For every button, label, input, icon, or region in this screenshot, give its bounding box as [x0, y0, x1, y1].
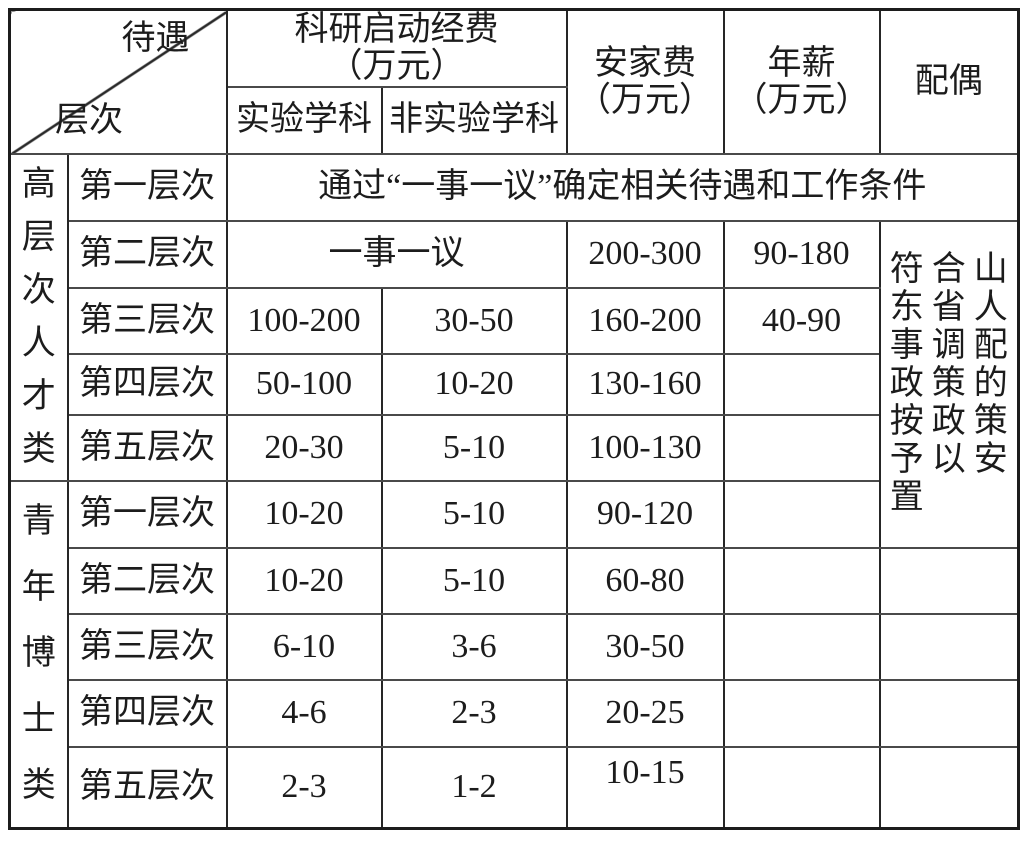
- level-cell: 第一层次: [66, 152, 228, 222]
- corner-level-label: 层次: [55, 101, 123, 139]
- group-cell-high-level-talent: 高层次人才类: [8, 152, 69, 482]
- settling-allowance-cell: 90-120: [565, 479, 725, 549]
- full-span-note-cell: 通过“一事一议”确定相关待遇和工作条件: [225, 152, 1020, 222]
- settling-allowance-cell: 200-300: [565, 219, 725, 289]
- spouse-policy-note-cell: 符合山东省人事调配政策的按政策予以安置: [878, 219, 1020, 549]
- level-cell: 第五层次: [66, 413, 228, 482]
- annual-salary-header-line2: （万元）: [733, 81, 870, 119]
- level-cell: 第四层次: [66, 678, 228, 748]
- research-fund-merged-cell: 一事一议: [225, 219, 568, 289]
- benefits-table: 待遇 层次 科研启动经费 （万元） 安家费 （万元） 年薪 （万元） 配偶 实验…: [8, 8, 1020, 830]
- group-cell-young-phd: 青年博士类: [8, 479, 69, 830]
- settling-allowance-cell: 10-15: [565, 745, 725, 830]
- non-experimental-cell: 5-10: [380, 546, 568, 615]
- spouse-cell: [878, 745, 1020, 830]
- annual-salary-cell: [722, 612, 881, 681]
- settling-allowance-cell: 160-200: [565, 286, 725, 355]
- settling-allowance-header-line1: 安家费: [594, 44, 696, 82]
- annual-salary-cell: [722, 678, 881, 748]
- experimental-cell: 20-30: [225, 413, 383, 482]
- table-row: 第五层次 20-30 5-10 100-130: [10, 413, 1019, 482]
- annual-salary-cell: [722, 352, 881, 416]
- table-row: 第二层次 一事一议 200-300 90-180 符合山东省人事调配政策的按政策…: [10, 219, 1020, 549]
- header-row-2: 实验学科 非实验学科: [10, 85, 1019, 155]
- annual-salary-cell: [722, 413, 881, 482]
- group-label-high-level-talent: 高层次人才类: [21, 166, 56, 468]
- settling-allowance-cell: 20-25: [565, 678, 725, 748]
- annual-salary-cell: 40-90: [722, 286, 881, 355]
- level-cell: 第三层次: [66, 612, 228, 681]
- level-cell: 第一层次: [66, 479, 228, 549]
- research-fund-header-line1: 科研启动经费: [294, 11, 499, 49]
- experimental-cell: 6-10: [225, 612, 383, 681]
- annual-salary-header-cell: 年薪 （万元）: [722, 8, 881, 155]
- spouse-policy-note: 符合山东省人事调配政策的按政策予以安置: [889, 251, 1008, 516]
- header-row-1: 待遇 层次 科研启动经费 （万元） 安家费 （万元） 年薪 （万元） 配偶: [8, 8, 1020, 155]
- annual-salary-cell: [722, 479, 881, 549]
- non-experimental-cell: 5-10: [380, 413, 568, 482]
- level-cell: 第四层次: [66, 352, 228, 416]
- non-experimental-cell: 2-3: [380, 678, 568, 748]
- spouse-header-cell: 配偶: [878, 8, 1020, 155]
- level-cell: 第五层次: [66, 745, 228, 830]
- non-experimental-cell: 3-6: [380, 612, 568, 681]
- annual-salary-cell: [722, 745, 881, 830]
- experimental-cell: 10-20: [225, 546, 383, 615]
- non-experimental-header-cell: 非实验学科: [380, 85, 568, 155]
- research-fund-header-line2: （万元）: [328, 48, 465, 86]
- table-row: 第二层次 10-20 5-10 60-80: [10, 546, 1020, 615]
- table-row: 第五层次 2-3 1-2 10-15: [10, 745, 1020, 830]
- table-row: 第三层次 100-200 30-50 160-200 40-90: [10, 286, 1019, 355]
- settling-allowance-header-cell: 安家费 （万元）: [565, 8, 725, 155]
- annual-salary-header-line1: 年薪: [767, 44, 836, 82]
- non-experimental-cell: 5-10: [380, 479, 568, 549]
- settling-allowance-header-line2: （万元）: [577, 81, 713, 119]
- settling-allowance-cell: 60-80: [565, 546, 725, 615]
- table-row: 第三层次 6-10 3-6 30-50: [10, 612, 1020, 681]
- spouse-cell: [878, 546, 1020, 615]
- research-fund-header-cell: 科研启动经费 （万元）: [225, 8, 568, 88]
- corner-benefit-label: 待遇: [121, 20, 190, 57]
- experimental-cell: 10-20: [225, 479, 383, 549]
- table-row: 高层次人才类 第一层次 通过“一事一议”确定相关待遇和工作条件: [8, 152, 1020, 482]
- experimental-cell: 2-3: [225, 745, 383, 830]
- table-row: 第四层次 50-100 10-20 130-160: [10, 352, 1019, 416]
- annual-salary-cell: 90-180: [722, 219, 881, 289]
- settling-allowance-value: 10-15: [605, 753, 685, 791]
- spouse-cell: [878, 678, 1020, 748]
- level-cell: 第三层次: [66, 286, 228, 355]
- settling-allowance-cell: 30-50: [565, 612, 725, 681]
- settling-allowance-cell: 130-160: [565, 352, 725, 416]
- spouse-cell: [878, 612, 1020, 681]
- table-row: 青年博士类 第一层次 10-20 5-10 90-120: [8, 479, 1019, 830]
- non-experimental-cell: 30-50: [380, 286, 568, 355]
- group-label-young-phd: 青年博士类: [21, 503, 56, 805]
- non-experimental-cell: 10-20: [380, 352, 568, 416]
- experimental-header-cell: 实验学科: [225, 85, 383, 155]
- annual-salary-cell: [722, 546, 881, 615]
- corner-header-cell: 待遇 层次: [8, 8, 228, 155]
- experimental-cell: 100-200: [225, 286, 383, 355]
- level-cell: 第二层次: [66, 219, 228, 289]
- non-experimental-cell: 1-2: [380, 745, 568, 830]
- experimental-cell: 50-100: [225, 352, 383, 416]
- table-row: 第四层次 4-6 2-3 20-25: [10, 678, 1020, 748]
- settling-allowance-cell: 100-130: [565, 413, 725, 482]
- level-cell: 第二层次: [66, 546, 228, 615]
- experimental-cell: 4-6: [225, 678, 383, 748]
